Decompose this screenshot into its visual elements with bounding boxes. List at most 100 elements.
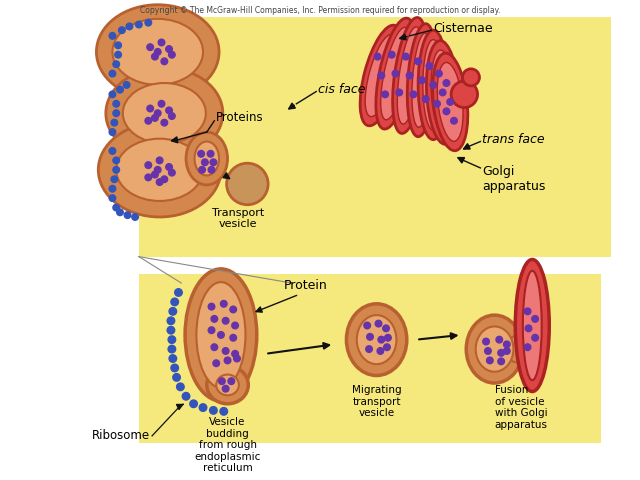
Circle shape — [232, 322, 238, 329]
Circle shape — [161, 120, 168, 126]
Circle shape — [383, 325, 389, 332]
Circle shape — [158, 39, 165, 46]
Circle shape — [211, 315, 218, 322]
Ellipse shape — [113, 19, 203, 85]
Text: Copyright © The McGraw-Hill Companies, Inc. Permission required for reproduction: Copyright © The McGraw-Hill Companies, I… — [140, 6, 500, 15]
Circle shape — [145, 118, 152, 124]
Circle shape — [152, 53, 158, 60]
Circle shape — [116, 209, 124, 216]
Circle shape — [147, 44, 154, 50]
Circle shape — [202, 159, 208, 166]
Circle shape — [166, 107, 172, 114]
Circle shape — [126, 23, 132, 30]
Circle shape — [447, 98, 454, 105]
Circle shape — [378, 72, 385, 79]
Circle shape — [109, 185, 116, 192]
Ellipse shape — [360, 25, 403, 126]
Circle shape — [396, 89, 403, 96]
Circle shape — [161, 176, 168, 182]
Circle shape — [532, 335, 538, 341]
Ellipse shape — [463, 69, 479, 86]
Circle shape — [403, 53, 409, 60]
Circle shape — [168, 51, 175, 58]
Ellipse shape — [466, 315, 523, 383]
Circle shape — [113, 100, 120, 107]
Ellipse shape — [376, 18, 415, 129]
Circle shape — [222, 317, 229, 324]
Circle shape — [113, 204, 120, 211]
Circle shape — [166, 164, 172, 170]
Ellipse shape — [407, 24, 436, 137]
Circle shape — [532, 315, 538, 322]
Text: Migrating
transport
vesicle: Migrating transport vesicle — [352, 385, 401, 418]
Circle shape — [484, 348, 492, 354]
Circle shape — [115, 51, 122, 58]
Circle shape — [218, 332, 224, 338]
Circle shape — [498, 349, 504, 356]
Ellipse shape — [356, 315, 396, 364]
Circle shape — [152, 171, 158, 178]
Circle shape — [109, 70, 116, 77]
Ellipse shape — [365, 35, 397, 117]
Circle shape — [136, 21, 142, 28]
Circle shape — [451, 118, 457, 124]
Circle shape — [175, 288, 182, 296]
Circle shape — [234, 355, 240, 362]
Circle shape — [158, 100, 165, 107]
Circle shape — [430, 82, 436, 88]
Circle shape — [113, 157, 120, 164]
Circle shape — [228, 378, 235, 384]
Ellipse shape — [392, 17, 427, 133]
Circle shape — [443, 80, 450, 86]
Circle shape — [177, 383, 184, 391]
Circle shape — [365, 346, 372, 352]
Circle shape — [230, 335, 237, 341]
Circle shape — [415, 58, 421, 65]
Circle shape — [109, 91, 116, 97]
Ellipse shape — [515, 260, 549, 392]
Ellipse shape — [123, 83, 206, 144]
Circle shape — [111, 176, 118, 182]
Circle shape — [171, 298, 179, 306]
Circle shape — [443, 108, 450, 115]
Ellipse shape — [227, 163, 268, 205]
Circle shape — [364, 322, 371, 329]
Circle shape — [525, 325, 532, 332]
Circle shape — [498, 358, 504, 365]
Circle shape — [220, 300, 227, 307]
Circle shape — [169, 308, 177, 315]
Circle shape — [208, 303, 215, 310]
Ellipse shape — [431, 50, 454, 135]
Circle shape — [384, 344, 390, 350]
Circle shape — [154, 110, 161, 117]
Circle shape — [392, 70, 399, 77]
Circle shape — [115, 42, 122, 48]
Ellipse shape — [423, 40, 444, 130]
Circle shape — [156, 157, 163, 164]
Ellipse shape — [412, 33, 432, 127]
Ellipse shape — [106, 68, 223, 158]
Circle shape — [434, 100, 440, 107]
Circle shape — [154, 167, 161, 173]
Circle shape — [132, 214, 138, 220]
Ellipse shape — [476, 326, 513, 372]
Circle shape — [378, 336, 385, 343]
Circle shape — [113, 110, 120, 117]
Ellipse shape — [451, 81, 477, 108]
Circle shape — [208, 167, 215, 173]
Circle shape — [439, 89, 446, 96]
Circle shape — [145, 174, 152, 180]
Text: Golgi
apparatus: Golgi apparatus — [483, 165, 546, 193]
Circle shape — [161, 58, 168, 65]
Text: Transport
vesicle: Transport vesicle — [212, 207, 264, 229]
Circle shape — [198, 151, 204, 157]
Circle shape — [406, 72, 413, 79]
Circle shape — [190, 400, 197, 408]
Circle shape — [171, 364, 179, 372]
Circle shape — [524, 344, 531, 350]
Circle shape — [168, 113, 175, 120]
Circle shape — [213, 360, 220, 367]
Circle shape — [210, 159, 217, 166]
Circle shape — [504, 348, 510, 354]
Ellipse shape — [97, 5, 219, 99]
